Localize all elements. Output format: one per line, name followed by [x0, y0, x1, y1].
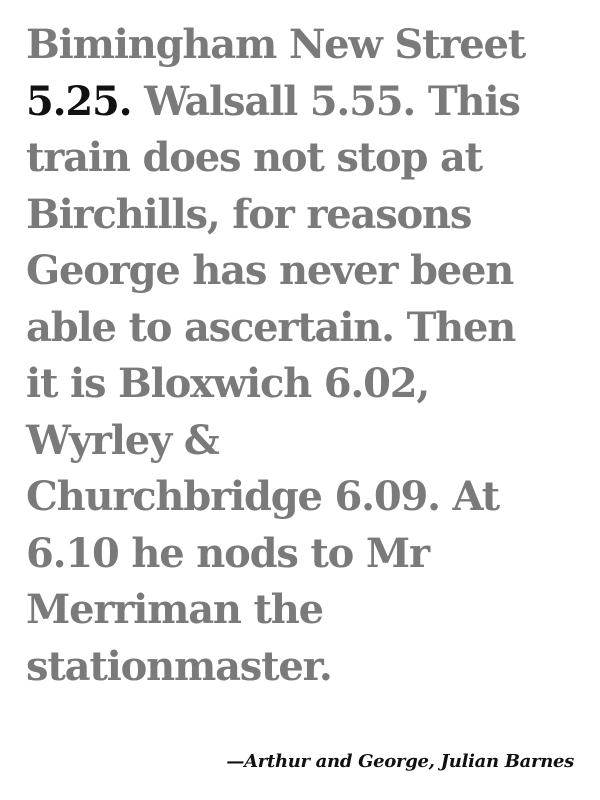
- quote-line: Wyrley &: [26, 416, 220, 464]
- quote-line: train does not stop at: [26, 134, 483, 181]
- quote-line: Birchills, for reasons: [26, 190, 472, 238]
- quote-line: George has never been: [26, 247, 514, 294]
- quote-text: Bimingham New Street 5.25. Walsall 5.55.…: [26, 17, 586, 695]
- attribution: —Arthur and George, Julian Barnes: [226, 751, 574, 772]
- quote-line: it is Bloxwich 6.02,: [26, 360, 430, 407]
- quote-line: able to ascertain. Then: [26, 303, 516, 351]
- quote-line: Churchbridge 6.09. At: [26, 473, 500, 520]
- quote-line: 5.25. Walsall 5.55. This: [26, 74, 586, 131]
- quote-line: Bimingham New Street: [26, 21, 526, 68]
- quote-line: 6.10 he nods to Mr: [26, 529, 430, 577]
- quote-line-rest: Walsall 5.55. This: [131, 77, 521, 125]
- highlighted-time: 5.25.: [26, 77, 133, 125]
- quote-line: Merriman the: [26, 586, 324, 633]
- quote-line: stationmaster.: [26, 642, 333, 690]
